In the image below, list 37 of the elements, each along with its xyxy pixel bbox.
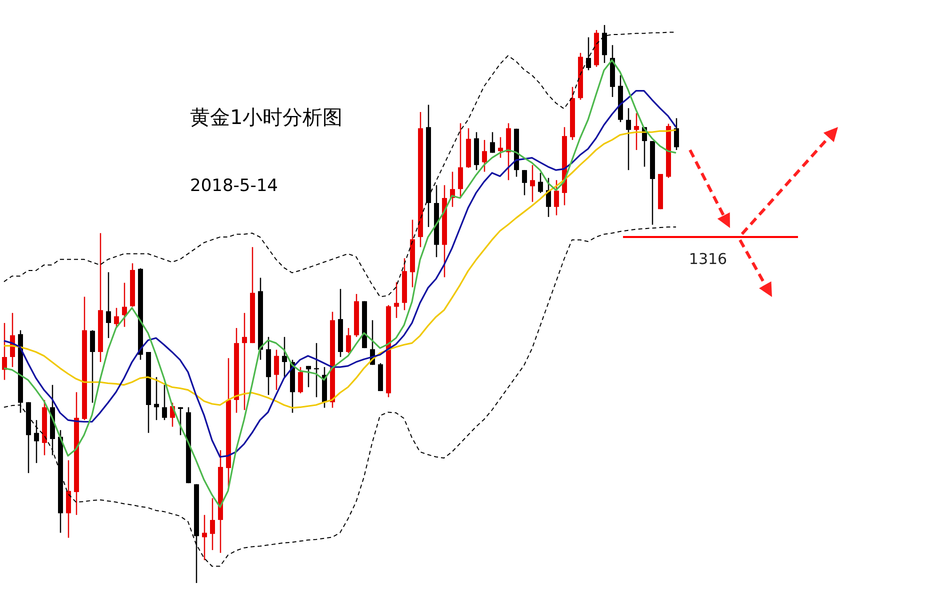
candlestick [538,172,543,194]
candlestick [306,365,311,388]
candlestick [554,180,559,216]
text: 黄金1小时分析图 [190,104,343,131]
candlestick [210,498,215,551]
candlestick [522,169,527,196]
candlestick [178,406,183,436]
candlestick [634,112,639,151]
candlestick [106,272,111,339]
candlestick [674,118,679,151]
candlestick [626,108,631,171]
annotation: 1316 [688,250,728,268]
candlestick [66,460,71,538]
candlestick [242,312,247,411]
candlestick [506,122,511,181]
candlestick [298,366,303,394]
candlestick [314,342,319,398]
candlestick [282,336,287,378]
candlestick [122,282,127,328]
candlestick [2,322,7,380]
candlestick [346,327,351,354]
candlestick [90,330,95,404]
candlestick [34,419,39,464]
candlestick [546,177,551,218]
candlestick [498,136,503,158]
candlestick [274,349,279,391]
candlestick [162,384,167,421]
candlestick [530,164,535,202]
candlestick [586,36,591,71]
candlestick [154,376,159,421]
candlestick [394,282,399,319]
candlestick [202,514,207,561]
candlestick [458,122,463,199]
candlestick [114,307,119,328]
text: 2018-5-14 [190,176,278,196]
candlestick [490,132,495,154]
candlestick [482,139,487,172]
